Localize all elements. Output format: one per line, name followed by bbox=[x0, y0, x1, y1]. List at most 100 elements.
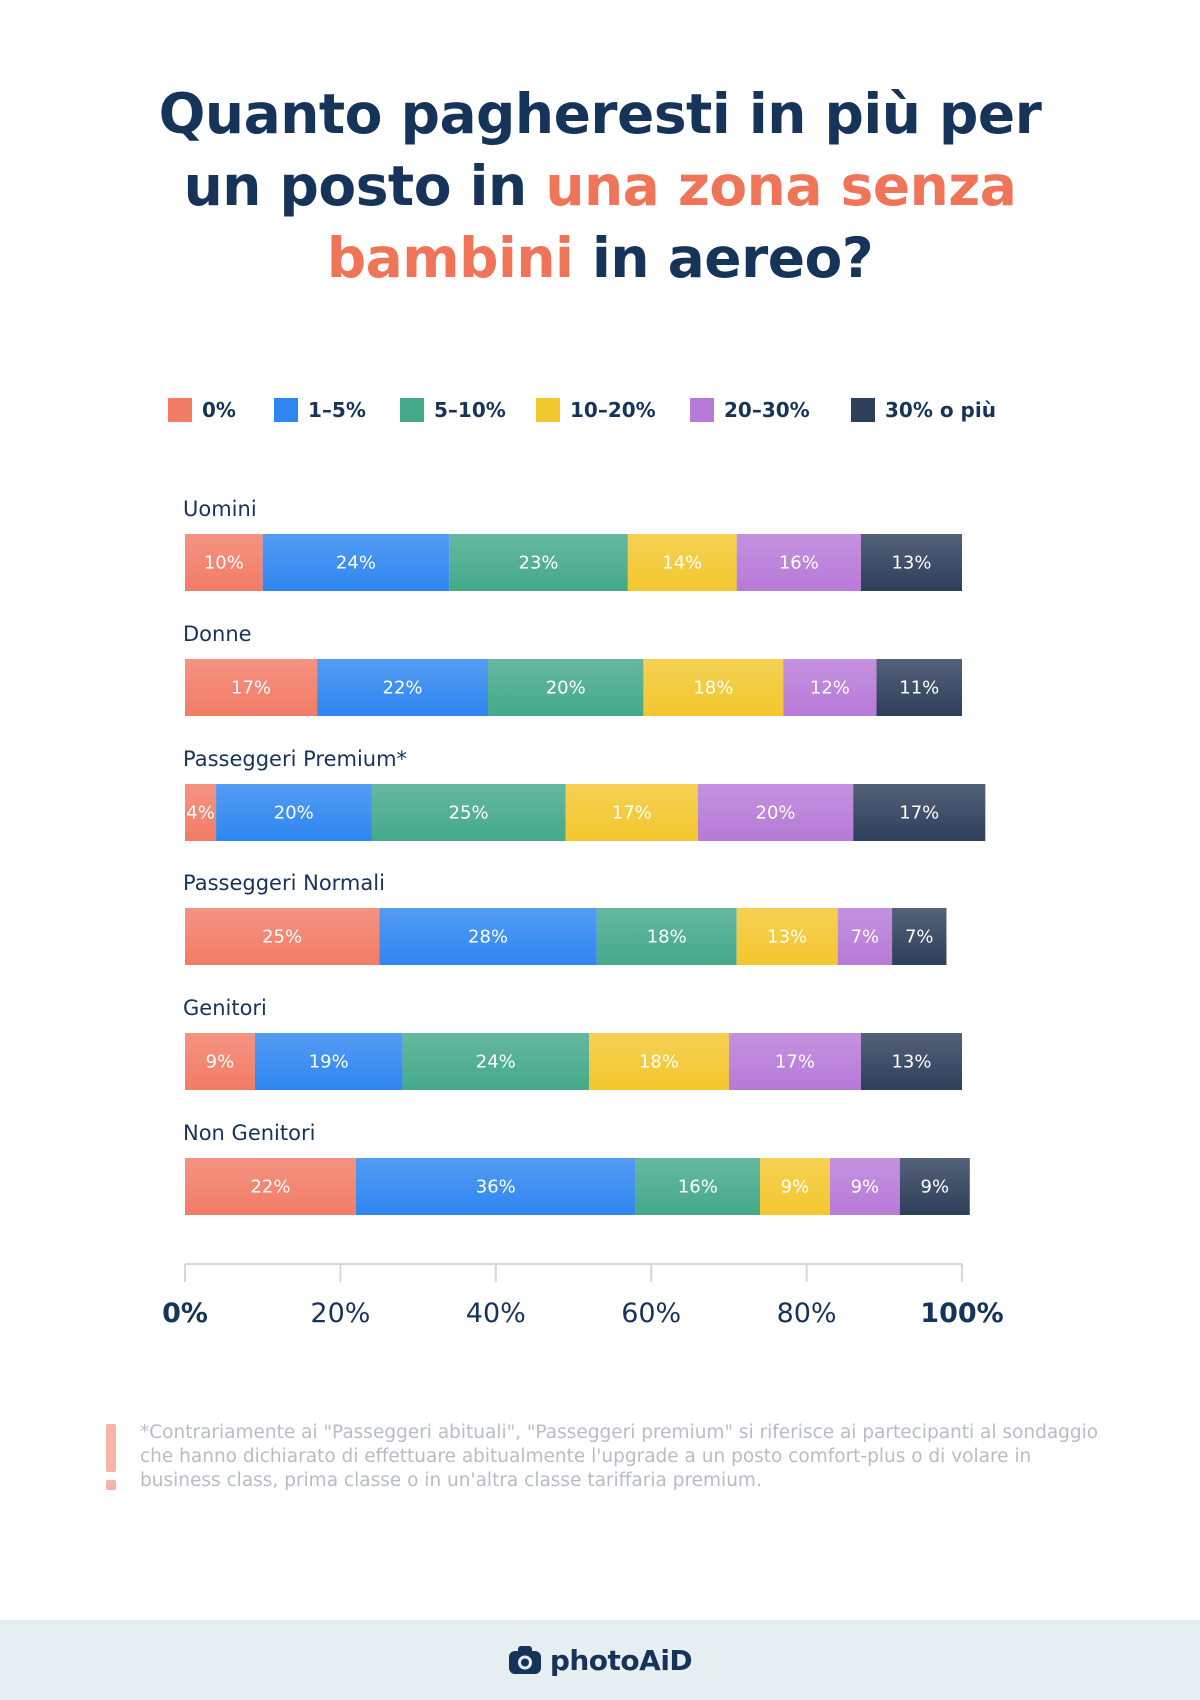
bar-segment-shade bbox=[736, 534, 861, 591]
bars-group: Uomini 10% 24% 23% 14% 16% 13% Donne 17% 22% 20% 18… bbox=[183, 497, 986, 1215]
bar-segment-shade bbox=[262, 534, 450, 591]
title-line-3-part-b: in aereo? bbox=[573, 226, 874, 290]
tick-label: 40% bbox=[466, 1298, 526, 1329]
row-label: Passeggeri Normali bbox=[183, 871, 385, 895]
data-label: 20% bbox=[274, 803, 314, 824]
data-label: 9% bbox=[851, 1177, 880, 1198]
data-label: 7% bbox=[905, 927, 934, 948]
bar-segment-shade bbox=[185, 1033, 255, 1090]
data-label: 16% bbox=[779, 553, 819, 574]
data-label: 10% bbox=[204, 553, 244, 574]
data-label: 20% bbox=[546, 678, 586, 699]
bar-segment-shade bbox=[899, 1158, 970, 1215]
data-label: 22% bbox=[383, 678, 423, 699]
footnote: *Contrariamente ai "Passeggeri abituali"… bbox=[140, 1422, 1099, 1491]
legend-label: 10–20% bbox=[570, 398, 656, 422]
data-label: 19% bbox=[309, 1052, 349, 1073]
legend-label: 20–30% bbox=[724, 398, 810, 422]
title-line-2-part-a: un posto in bbox=[183, 154, 546, 218]
legend-swatch bbox=[400, 398, 424, 422]
bar-segment-shade bbox=[565, 784, 698, 841]
bar-segment-shade bbox=[860, 534, 962, 591]
title-line-3: bambini in aereo? bbox=[0, 222, 1200, 294]
bar-segment-shade bbox=[635, 1158, 760, 1215]
data-label: 24% bbox=[476, 1052, 516, 1073]
x-axis: 0% 20% 40% 60% 80% 100% bbox=[162, 1263, 1004, 1329]
data-label: 17% bbox=[231, 678, 271, 699]
data-label: 36% bbox=[476, 1177, 516, 1198]
data-label: 11% bbox=[899, 678, 939, 699]
data-label: 25% bbox=[262, 927, 302, 948]
legend-item: 1–5% bbox=[274, 398, 366, 422]
data-label: 13% bbox=[891, 553, 931, 574]
bar-segment-shade bbox=[185, 534, 263, 591]
data-label: 7% bbox=[851, 927, 880, 948]
data-label: 13% bbox=[891, 1052, 931, 1073]
title-line-2: un posto in una zona senza bbox=[0, 150, 1200, 222]
title-line-3-highlight: bambini bbox=[326, 226, 574, 290]
legend-swatch bbox=[536, 398, 560, 422]
data-label: 18% bbox=[647, 927, 687, 948]
bar-segment-shade bbox=[402, 1033, 590, 1090]
bar-segment-shade bbox=[185, 784, 217, 841]
data-label: 22% bbox=[250, 1177, 290, 1198]
row-label: Genitori bbox=[183, 996, 267, 1020]
camera-icon bbox=[508, 1646, 541, 1674]
legend-label: 5–10% bbox=[434, 398, 506, 422]
row-label: Uomini bbox=[183, 497, 257, 521]
stacked-bar-chart: Uomini 10% 24% 23% 14% 16% 13% Donne 17% 22% 20% 18… bbox=[162, 497, 1004, 1329]
legend-label: 1–5% bbox=[308, 398, 366, 422]
bar-segment-shade bbox=[697, 784, 854, 841]
legend-swatch bbox=[274, 398, 298, 422]
legend-item: 10–20% bbox=[536, 398, 656, 422]
bar-segment-shade bbox=[254, 1033, 403, 1090]
legend-label: 0% bbox=[202, 398, 236, 422]
data-label: 9% bbox=[921, 1177, 950, 1198]
bar-segment-shade bbox=[829, 1158, 900, 1215]
bar-segment-shade bbox=[860, 1033, 962, 1090]
bar-segment-shade bbox=[783, 659, 877, 716]
row-label: Non Genitori bbox=[183, 1121, 315, 1145]
bar-segment-shade bbox=[379, 908, 597, 965]
legend-swatch bbox=[851, 398, 875, 422]
bar-segment-shade bbox=[488, 659, 644, 716]
legend-item: 20–30% bbox=[690, 398, 810, 422]
bar-segment-shade bbox=[643, 659, 784, 716]
data-label: 24% bbox=[336, 553, 376, 574]
bar-segment-shade bbox=[185, 908, 380, 965]
tick-label: 60% bbox=[621, 1298, 681, 1329]
tick-label: 20% bbox=[310, 1298, 370, 1329]
row-label: Donne bbox=[183, 622, 252, 646]
data-label: 16% bbox=[678, 1177, 718, 1198]
data-label: 9% bbox=[206, 1052, 235, 1073]
chart-title: Quanto pagheresti in più per un posto in… bbox=[0, 78, 1200, 294]
bar-segment-shade bbox=[317, 659, 489, 716]
bar-segment-shade bbox=[736, 908, 838, 965]
data-label: 13% bbox=[767, 927, 807, 948]
data-label: 12% bbox=[810, 678, 850, 699]
bar-segment-shade bbox=[853, 784, 986, 841]
bar-segment-shade bbox=[596, 908, 737, 965]
legend-item: 5–10% bbox=[400, 398, 506, 422]
data-label: 14% bbox=[662, 553, 702, 574]
data-label: 17% bbox=[775, 1052, 815, 1073]
data-label: 18% bbox=[639, 1052, 679, 1073]
legend-swatch bbox=[168, 398, 192, 422]
bar-segment-shade bbox=[728, 1033, 861, 1090]
data-label: 9% bbox=[781, 1177, 810, 1198]
bar-segment-shade bbox=[627, 534, 737, 591]
chart-legend: 0% 1–5% 5–10% 10–20% 20–30% 30% o più bbox=[0, 398, 1200, 428]
bar-segment-shade bbox=[216, 784, 372, 841]
exclamation-icon bbox=[106, 1424, 116, 1490]
bar-segment-shade bbox=[371, 784, 566, 841]
data-label: 17% bbox=[899, 803, 939, 824]
bar-segment-shade bbox=[876, 659, 962, 716]
legend-label: 30% o più bbox=[885, 398, 996, 422]
tick-label: 80% bbox=[777, 1298, 837, 1329]
tick-label: 0% bbox=[162, 1298, 208, 1329]
bar-segment-shade bbox=[759, 1158, 830, 1215]
footer: photoAiD bbox=[0, 1620, 1200, 1700]
data-label: 20% bbox=[756, 803, 796, 824]
bar-segment-shade bbox=[355, 1158, 636, 1215]
title-line-2-highlight: una zona senza bbox=[545, 154, 1017, 218]
